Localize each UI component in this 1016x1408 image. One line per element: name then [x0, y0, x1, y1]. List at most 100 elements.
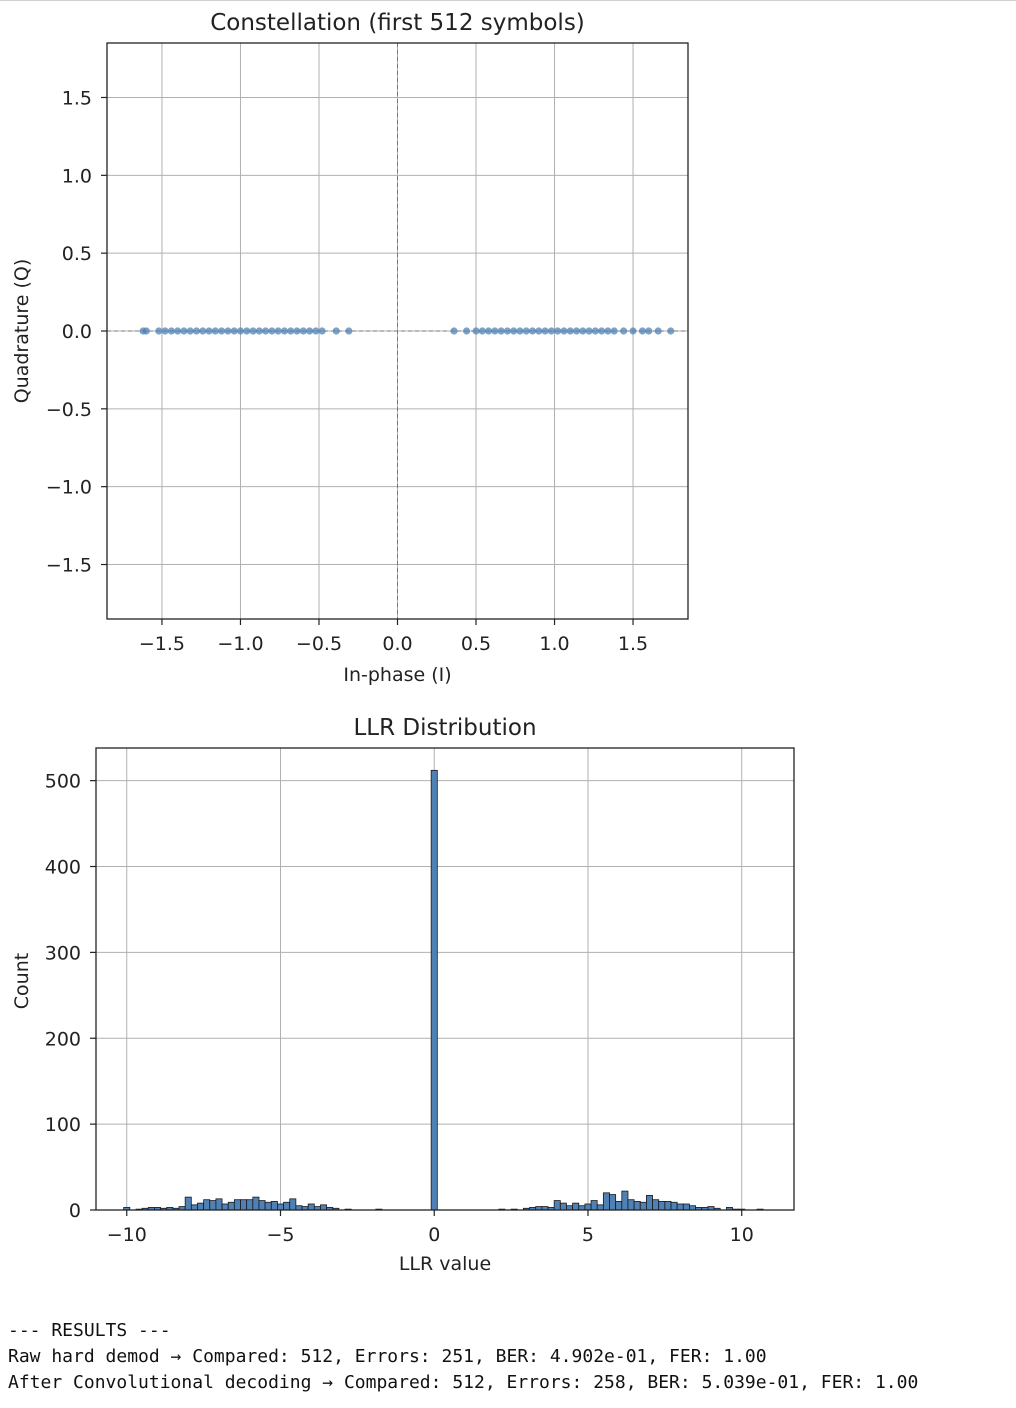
- constellation-y-tick-label: 1.5: [62, 87, 92, 109]
- constellation-x-tick-label: 0.0: [382, 633, 412, 655]
- constellation-point: [462, 327, 471, 335]
- constellation-point: [161, 327, 169, 335]
- constellation-point: [249, 327, 257, 335]
- constellation-point: [638, 327, 647, 335]
- constellation-point: [667, 327, 675, 335]
- llr-bar: [590, 1200, 598, 1211]
- constellation-point: [274, 327, 282, 335]
- constellation-x-tick-label: −0.5: [296, 633, 342, 655]
- constellation-point: [472, 327, 480, 335]
- constellation-point: [579, 327, 587, 335]
- llr-bar: [670, 1201, 678, 1211]
- llr-bar: [639, 1201, 647, 1211]
- top-border: [0, 0, 1016, 1]
- constellation-x-label: In-phase (I): [343, 664, 451, 686]
- constellation-point: [585, 327, 593, 335]
- llr-bar: [682, 1203, 690, 1211]
- constellation-point: [192, 327, 201, 335]
- llr-bar: [184, 1196, 192, 1211]
- constellation-point: [535, 327, 543, 335]
- llr-bar: [664, 1201, 672, 1211]
- llr-bar: [221, 1203, 229, 1211]
- constellation-x-ticks: −1.5 −1.0 −0.5 0.0 0.5 1.0 1.5: [139, 619, 648, 655]
- llr-x-tick-label: −10: [107, 1224, 147, 1246]
- llr-x-tick-label: −5: [266, 1224, 294, 1246]
- llr-y-tick-label: 300: [45, 942, 81, 964]
- llr-bar: [215, 1198, 223, 1211]
- constellation-point: [510, 327, 518, 335]
- llr-y-label: Count: [11, 953, 33, 1009]
- llr-bar: [609, 1194, 617, 1211]
- constellation-point: [345, 327, 353, 335]
- constellation-x-tick-label: 1.0: [539, 633, 569, 655]
- llr-bar: [258, 1200, 266, 1211]
- constellation-point: [547, 327, 555, 335]
- constellation-point: [478, 327, 486, 335]
- llr-bar: [197, 1202, 205, 1211]
- constellation-point: [645, 327, 653, 335]
- constellation-y-ticks: −1.5 −1.0 −0.5 0.0 0.5 1.0 1.5: [46, 87, 107, 577]
- llr-bar: [633, 1201, 641, 1211]
- constellation-point: [491, 327, 499, 335]
- constellation-point: [318, 327, 326, 335]
- constellation-x-tick-label: 1.5: [618, 633, 648, 655]
- constellation-point: [218, 327, 226, 335]
- llr-bar: [621, 1190, 629, 1211]
- llr-bar: [252, 1196, 260, 1211]
- constellation-y-tick-label: −1.0: [46, 477, 92, 499]
- llr-bar: [246, 1199, 254, 1211]
- constellation-y-tick-label: 0.5: [62, 243, 92, 265]
- llr-bar: [270, 1201, 278, 1211]
- llr-bar: [320, 1204, 328, 1211]
- constellation-point: [503, 327, 512, 335]
- constellation-point: [566, 327, 574, 335]
- constellation-point: [236, 327, 245, 335]
- constellation-point: [174, 327, 182, 335]
- constellation-x-tick-label: −1.5: [139, 633, 185, 655]
- llr-bar: [658, 1201, 666, 1211]
- constellation-point: [305, 327, 314, 335]
- llr-plot-frame: [95, 747, 795, 1211]
- constellation-point: [167, 327, 175, 335]
- constellation-point: [299, 327, 307, 335]
- constellation-points: [139, 327, 675, 335]
- constellation-point: [450, 327, 458, 335]
- constellation-point: [142, 327, 150, 335]
- constellation-point: [211, 327, 219, 335]
- llr-bar: [264, 1201, 272, 1211]
- llr-bars: [123, 769, 764, 1211]
- constellation-chart: Constellation (first 512 symbols) −1.5 −1…: [11, 10, 689, 686]
- constellation-x-tick-label: 0.5: [461, 633, 491, 655]
- constellation-point: [224, 327, 232, 335]
- constellation-x-tick-label: −1.0: [217, 633, 263, 655]
- constellation-point: [598, 327, 606, 335]
- results-output: --- RESULTS --- Raw hard demod → Compared…: [8, 1318, 918, 1396]
- llr-bar: [572, 1202, 580, 1211]
- llr-bar: [430, 769, 438, 1211]
- llr-y-tick-label: 0: [69, 1200, 81, 1222]
- llr-bar: [209, 1200, 217, 1211]
- constellation-point: [654, 327, 662, 335]
- constellation-point: [255, 327, 263, 335]
- constellation-point: [629, 327, 637, 335]
- llr-title: LLR Distribution: [353, 715, 536, 741]
- constellation-point: [287, 327, 295, 335]
- constellation-point: [293, 327, 301, 335]
- constellation-point: [199, 327, 207, 335]
- constellation-point: [604, 327, 612, 335]
- llr-bar: [553, 1200, 561, 1211]
- results-line-decoded: After Convolutional decoding → Compared:…: [8, 1372, 919, 1393]
- llr-x-tick-label: 0: [428, 1224, 440, 1246]
- llr-y-tick-label: 400: [45, 857, 81, 879]
- llr-y-ticks: 0 100 200 300 400 500: [45, 771, 96, 1222]
- constellation-point: [180, 327, 188, 335]
- constellation-point: [280, 327, 289, 335]
- constellation-y-tick-label: 0.0: [62, 321, 92, 343]
- llr-x-tick-label: 10: [730, 1224, 754, 1246]
- constellation-point: [497, 327, 505, 335]
- llr-histogram-chart: LLR Distribution −10 −5 0 5 10 0 100 200 300 400…: [11, 715, 795, 1275]
- llr-bar: [227, 1201, 235, 1211]
- results-line-raw: Raw hard demod → Compared: 512, Errors: …: [8, 1346, 767, 1367]
- llr-bar: [307, 1203, 315, 1211]
- constellation-point: [610, 327, 618, 335]
